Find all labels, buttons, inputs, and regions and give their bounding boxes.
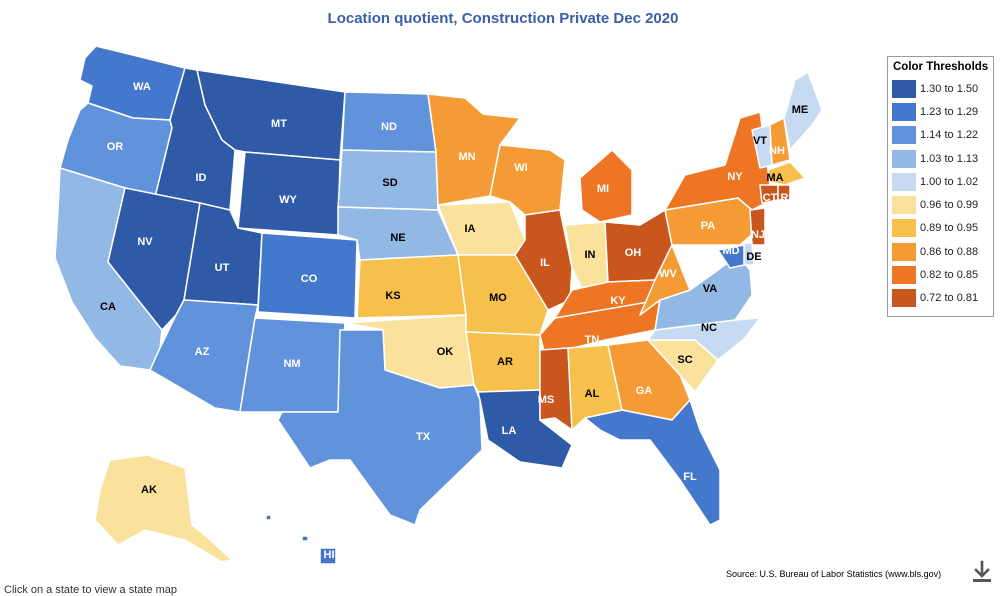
legend-swatch [892, 102, 916, 121]
state-va[interactable] [654, 254, 753, 331]
legend-label: 1.00 to 1.02 [920, 175, 979, 188]
state-me[interactable] [783, 71, 823, 151]
state-wv[interactable] [639, 244, 691, 316]
legend-swatch [892, 126, 916, 145]
state-tx[interactable] [277, 329, 483, 526]
legend-item: 1.14 to 1.22 [888, 124, 993, 147]
legend-swatch [892, 149, 916, 168]
state-md[interactable] [717, 244, 745, 269]
legend-label: 1.30 to 1.50 [920, 82, 979, 95]
legend-item: 1.00 to 1.02 [888, 170, 993, 193]
source-note: Source: U.S. Bureau of Labor Statistics … [726, 569, 942, 579]
map-instruction: Click on a state to view a state map [4, 584, 178, 596]
state-nh[interactable] [769, 117, 791, 166]
state-ny[interactable] [664, 111, 773, 211]
state-ct[interactable] [759, 184, 779, 204]
legend-label: 1.14 to 1.22 [920, 129, 979, 142]
state-il[interactable] [514, 209, 573, 311]
state-ri[interactable] [777, 184, 791, 201]
state-hi[interactable] [265, 514, 337, 565]
legend-item: 0.86 to 0.88 [888, 240, 993, 263]
state-ar[interactable] [465, 331, 541, 393]
legend-swatch [892, 196, 916, 215]
legend-swatch [892, 219, 916, 238]
legend-label: 0.72 to 0.81 [920, 292, 979, 305]
legend-item: 1.23 to 1.29 [888, 100, 993, 123]
legend-item: 1.03 to 1.13 [888, 147, 993, 170]
legend-item: 0.72 to 0.81 [888, 287, 993, 310]
state-nc[interactable] [647, 317, 761, 361]
state-mi[interactable] [579, 149, 633, 223]
color-legend: Color Thresholds 1.30 to 1.50 1.23 to 1.2… [887, 56, 994, 317]
legend-title: Color Thresholds [893, 61, 989, 73]
state-ak[interactable] [94, 454, 233, 563]
legend-swatch [892, 242, 916, 261]
state-co[interactable] [257, 232, 358, 319]
legend-item: 0.82 to 0.85 [888, 263, 993, 286]
state-sd[interactable] [337, 149, 439, 211]
legend-item: 0.89 to 0.95 [888, 217, 993, 240]
state-de[interactable] [743, 242, 755, 266]
legend-label: 0.96 to 0.99 [920, 199, 979, 212]
legend-item: 0.96 to 0.99 [888, 193, 993, 216]
download-icon[interactable] [971, 560, 993, 584]
legend-swatch [892, 289, 916, 308]
state-ma[interactable] [767, 161, 806, 186]
legend-swatch [892, 266, 916, 285]
legend-swatch [892, 172, 916, 191]
state-fl[interactable] [584, 399, 721, 526]
state-ks[interactable] [356, 254, 467, 319]
legend-label: 0.89 to 0.95 [920, 222, 979, 235]
state-nj[interactable] [749, 207, 766, 246]
legend-label: 0.86 to 0.88 [920, 245, 979, 258]
state-wy[interactable] [237, 151, 341, 236]
legend-label: 1.23 to 1.29 [920, 105, 979, 118]
legend-swatch [892, 79, 916, 98]
legend-item: 1.30 to 1.50 [888, 77, 993, 100]
legend-label: 0.82 to 0.85 [920, 269, 979, 282]
state-nm[interactable] [239, 317, 346, 413]
state-nd[interactable] [341, 91, 437, 153]
map-title: Location quotient, Construction Private … [327, 10, 679, 27]
state-az[interactable] [149, 299, 259, 413]
legend-label: 1.03 to 1.13 [920, 152, 979, 165]
state-ms[interactable] [539, 347, 573, 431]
